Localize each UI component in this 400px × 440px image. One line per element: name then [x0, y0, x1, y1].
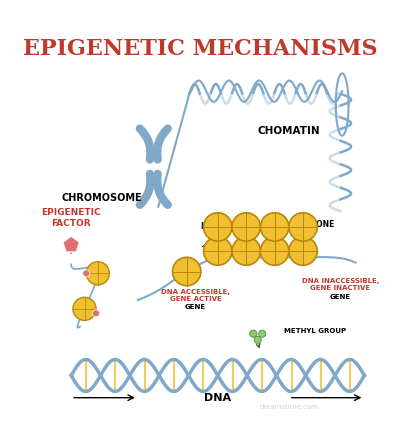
Text: EPIGENETIC MECHANISMS: EPIGENETIC MECHANISMS [23, 38, 377, 60]
Circle shape [204, 213, 232, 241]
Text: DNA ACCESSIBLE,
GENE ACTIVE: DNA ACCESSIBLE, GENE ACTIVE [161, 289, 230, 302]
Text: CHOMATIN: CHOMATIN [258, 126, 320, 136]
Text: EPIGENETIC
FACTOR: EPIGENETIC FACTOR [41, 208, 101, 228]
Circle shape [289, 237, 317, 265]
Circle shape [73, 297, 96, 320]
Circle shape [86, 262, 109, 285]
Text: dreamstime.com: dreamstime.com [260, 403, 318, 410]
Circle shape [232, 237, 260, 265]
Circle shape [204, 237, 232, 265]
Circle shape [254, 337, 261, 344]
Text: HISTONE: HISTONE [296, 220, 335, 242]
Text: METHYL GROUP: METHYL GROUP [284, 328, 346, 334]
Circle shape [83, 270, 90, 277]
Text: CHROMOSOME: CHROMOSOME [62, 193, 142, 203]
Circle shape [259, 330, 266, 337]
Circle shape [172, 257, 201, 286]
Text: HISTONE TAIL: HISTONE TAIL [202, 222, 261, 247]
Circle shape [260, 237, 289, 265]
Text: DNA INACCESSIBLE,
GENE INACTIVE: DNA INACCESSIBLE, GENE INACTIVE [302, 279, 379, 291]
Text: GENE: GENE [330, 294, 351, 300]
Text: GENE: GENE [185, 304, 206, 310]
Circle shape [92, 310, 100, 317]
Circle shape [260, 213, 289, 241]
Polygon shape [63, 236, 80, 252]
Circle shape [289, 213, 317, 241]
Text: DNA: DNA [204, 392, 231, 403]
Circle shape [232, 213, 260, 241]
Circle shape [250, 330, 257, 337]
